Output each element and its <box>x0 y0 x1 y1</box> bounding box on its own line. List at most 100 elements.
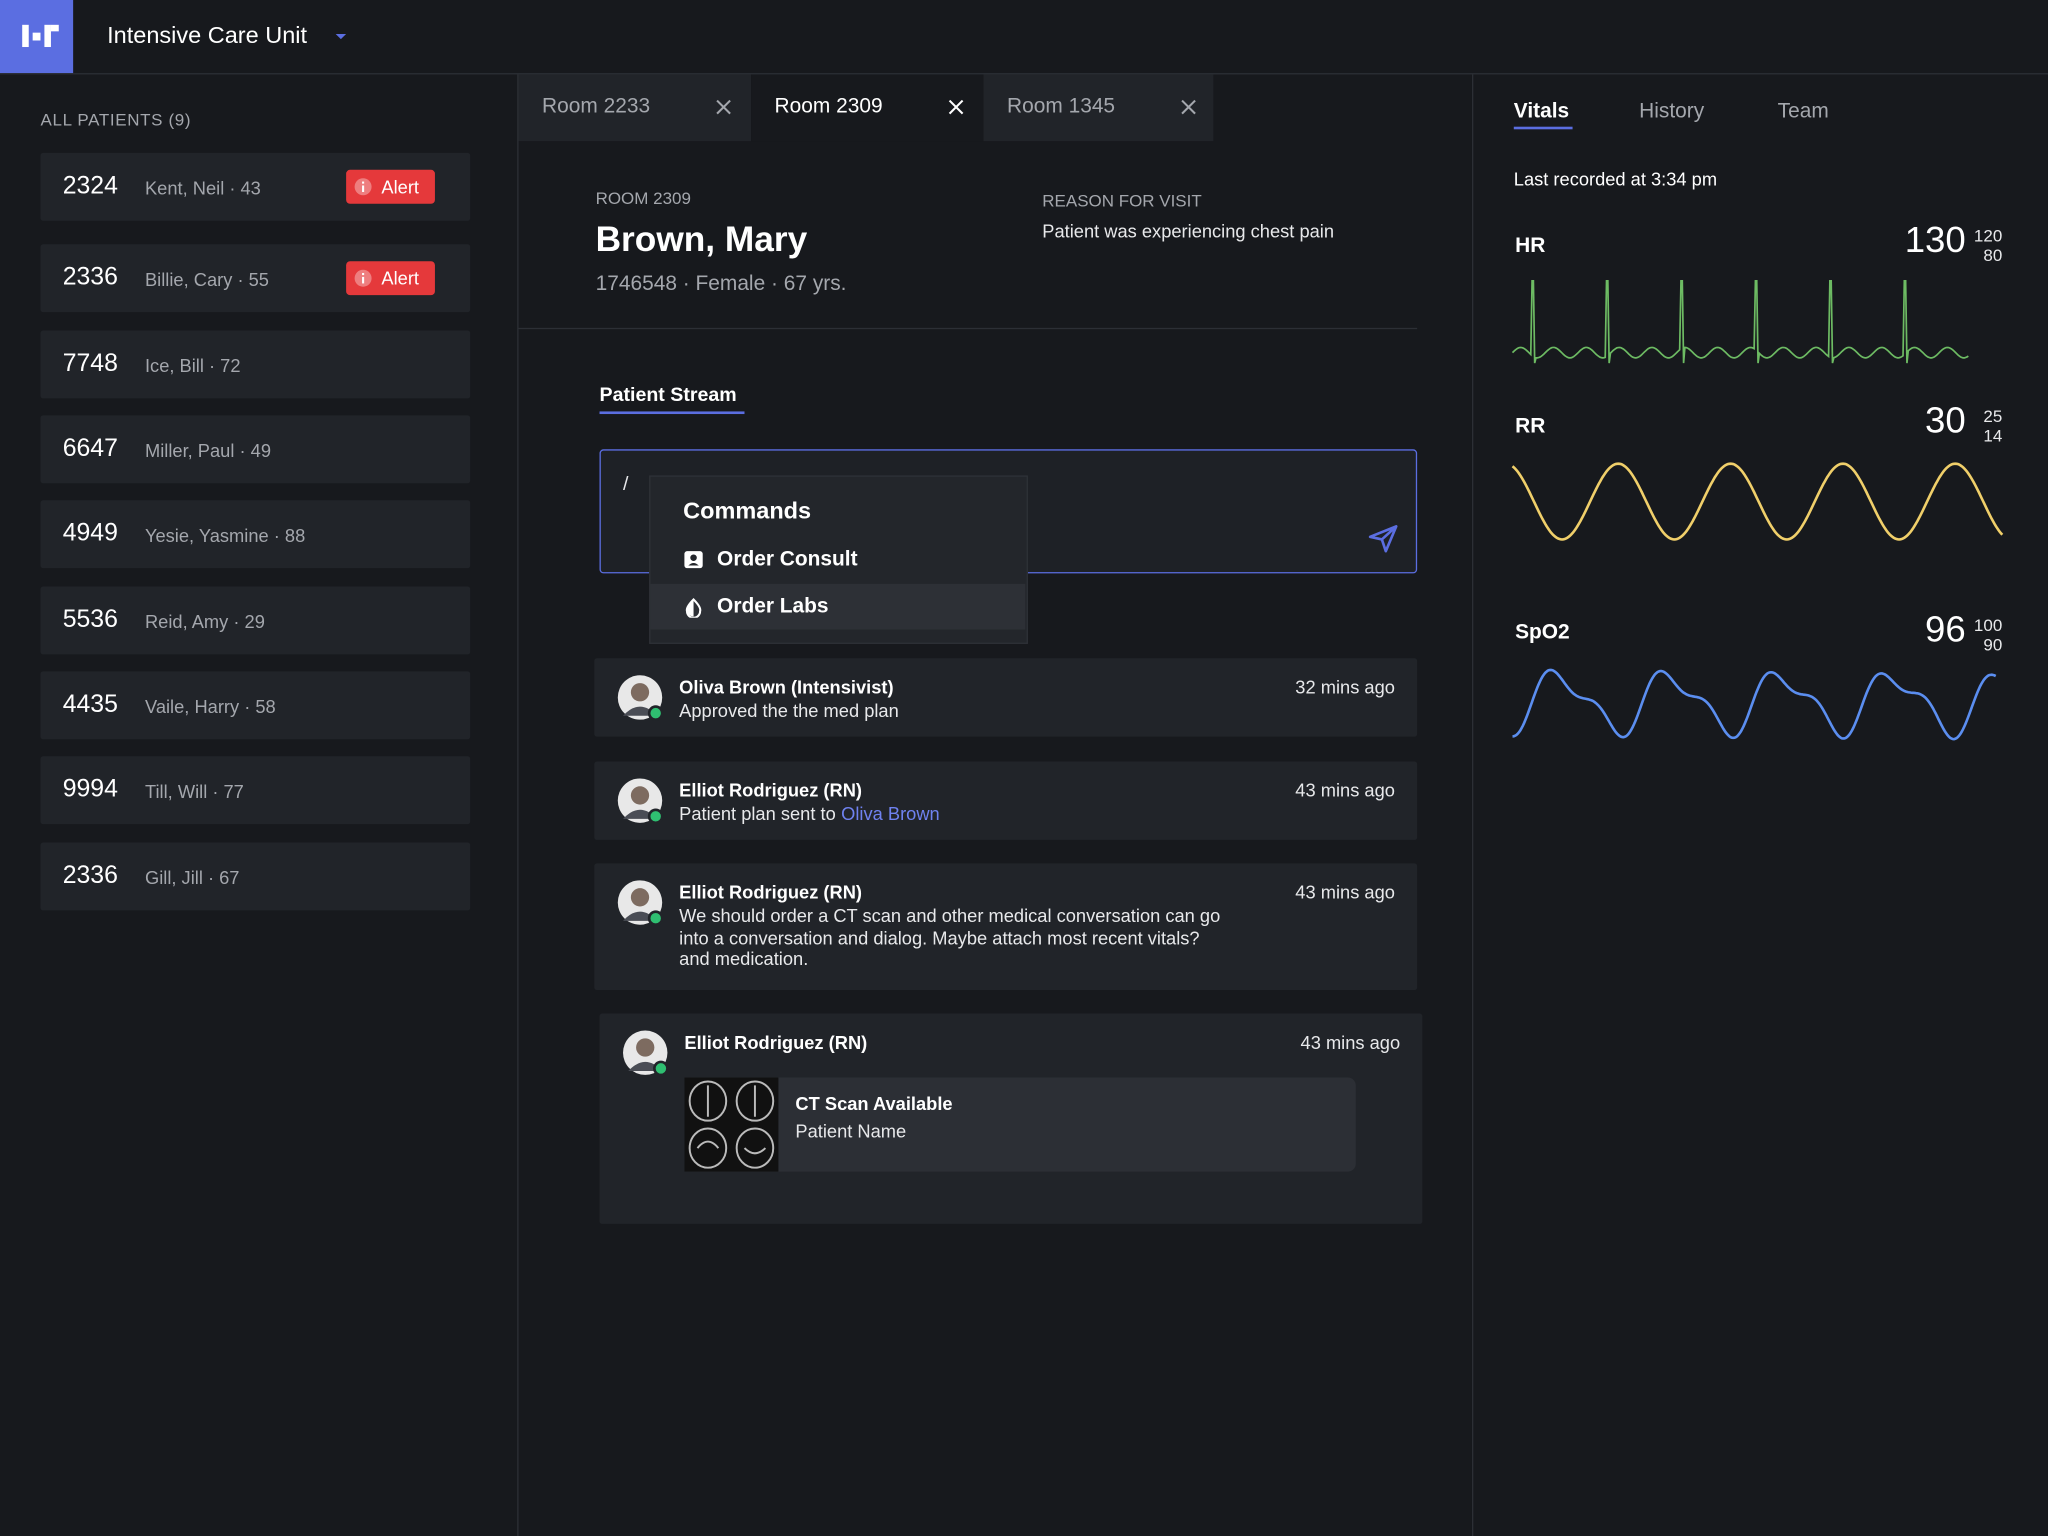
message-author: Elliot Rodriguez (RN) <box>684 1031 868 1053</box>
room-number: 7748 <box>62 350 118 378</box>
message-time: 43 mins ago <box>1295 779 1395 801</box>
attachment[interactable] <box>684 1077 1356 1172</box>
vital-label: SpO2 <box>1515 621 1570 644</box>
room-number: 4949 <box>62 519 118 548</box>
stream-title[interactable]: Patient Stream <box>599 383 737 407</box>
patient-row[interactable] <box>40 842 471 911</box>
logo[interactable] <box>0 0 74 74</box>
vital-label: RR <box>1515 415 1546 438</box>
vitals-tab[interactable]: Team <box>1777 100 1829 123</box>
reason: Patient was experiencing chest pain <box>1042 220 1335 242</box>
vital-high: 100 <box>1973 615 2003 635</box>
patient-details: 1746548 · Female · 67 yrs. <box>595 272 847 296</box>
unit-title[interactable]: Intensive Care Unit <box>107 22 308 49</box>
patient-name: Miller, Paul · 49 <box>144 440 271 462</box>
message-text: Patient plan sent to <box>679 803 836 825</box>
vital-low: 80 <box>1983 245 2003 266</box>
attachment-title: CT Scan Available <box>795 1093 953 1115</box>
labs-icon <box>685 598 702 618</box>
command-item[interactable]: Order Consult <box>717 548 858 571</box>
divider <box>518 327 1418 330</box>
send-button[interactable] <box>1368 522 1399 553</box>
vital-value: 30 <box>1925 399 1966 441</box>
patient-row[interactable] <box>40 586 471 655</box>
vital-value: 96 <box>1925 608 1966 650</box>
vital-high: 120 <box>1973 225 2003 246</box>
vitals-tab[interactable]: Vitals <box>1513 100 1570 123</box>
logo-icon <box>22 24 59 48</box>
divider <box>517 74 519 1536</box>
message-author: Elliot Rodriguez (RN) <box>679 779 863 801</box>
tab[interactable] <box>983 74 1214 142</box>
patient-row[interactable] <box>40 415 471 484</box>
message-author: Elliot Rodriguez (RN) <box>679 881 863 903</box>
patient-name: Vaile, Harry · 58 <box>144 696 276 718</box>
caret[interactable] <box>334 31 347 41</box>
command-item[interactable]: Order Labs <box>717 595 829 618</box>
input-text: / <box>623 472 629 496</box>
vital-low: 14 <box>1983 425 2003 446</box>
alert-icon <box>354 269 372 287</box>
message-time: 32 mins ago <box>1295 676 1395 698</box>
alert-badge[interactable] <box>346 261 435 296</box>
avatar <box>617 880 664 927</box>
consult-icon <box>684 551 703 569</box>
command-highlight <box>650 583 1026 630</box>
tab[interactable] <box>751 74 984 142</box>
last-recorded: Last recorded at 3:34 pm <box>1513 168 1718 190</box>
tab[interactable] <box>518 74 752 142</box>
tab-underline <box>1513 126 1573 130</box>
tab-label: Room 1345 <box>1007 95 1116 118</box>
room-number: 2336 <box>62 862 118 890</box>
patient-name: Reid, Amy · 29 <box>144 611 265 633</box>
tab-close <box>716 99 731 115</box>
patient-row[interactable] <box>40 330 471 399</box>
tab-label: Room 2309 <box>774 95 883 118</box>
room-number: 2336 <box>62 263 118 292</box>
alert-badge[interactable] <box>346 169 435 204</box>
room-number: 6647 <box>62 434 118 463</box>
message-card <box>594 863 1418 991</box>
avatar <box>623 1030 669 1077</box>
room-label: ROOM 2309 <box>595 188 691 208</box>
room-number: 9994 <box>62 775 118 804</box>
avatar <box>617 778 664 825</box>
message-time: 43 mins ago <box>1295 881 1395 903</box>
message-text: Approved the the med plan <box>679 700 899 721</box>
patient-row[interactable] <box>40 500 471 569</box>
message-link[interactable]: Oliva Brown <box>841 803 940 825</box>
alert-text: Alert <box>381 267 419 289</box>
divider <box>1471 74 1474 1536</box>
patient-name: Gill, Jill · 67 <box>144 867 240 889</box>
vital-value: 130 <box>1904 219 1966 260</box>
command-title: Commands <box>683 497 812 524</box>
sidebar-title: ALL PATIENTS (9) <box>40 109 192 130</box>
room-number: 2324 <box>62 172 118 200</box>
patient-row[interactable] <box>40 671 471 740</box>
vital-low: 90 <box>1983 634 2003 655</box>
message-card <box>594 658 1418 737</box>
avatar <box>617 675 664 721</box>
attachment-subtitle: Patient Name <box>795 1120 907 1142</box>
vital-label: HR <box>1515 235 1546 258</box>
patient-name: Brown, Mary <box>595 219 808 259</box>
message-time: 43 mins ago <box>1300 1031 1401 1053</box>
tab-close <box>1181 99 1196 115</box>
patient-row[interactable] <box>40 756 471 825</box>
vitals-tab[interactable]: History <box>1639 100 1705 123</box>
room-number: 5536 <box>62 606 118 634</box>
message-text: We should order a CT scan and other medi… <box>679 905 1221 970</box>
alert-icon <box>354 178 372 196</box>
underline <box>599 411 745 415</box>
patient-name: Till, Will · 77 <box>144 781 244 802</box>
patient-name: Billie, Cary · 55 <box>144 269 269 290</box>
patient-name: Kent, Neil · 43 <box>144 177 261 199</box>
alert-text: Alert <box>381 176 419 198</box>
tab-close <box>948 99 964 115</box>
vital-high: 25 <box>1983 406 2003 426</box>
message-author: Oliva Brown (Intensivist) <box>679 676 894 698</box>
patient-name: Yesie, Yasmine · 88 <box>144 525 306 546</box>
reason-label: REASON FOR VISIT <box>1042 190 1202 211</box>
